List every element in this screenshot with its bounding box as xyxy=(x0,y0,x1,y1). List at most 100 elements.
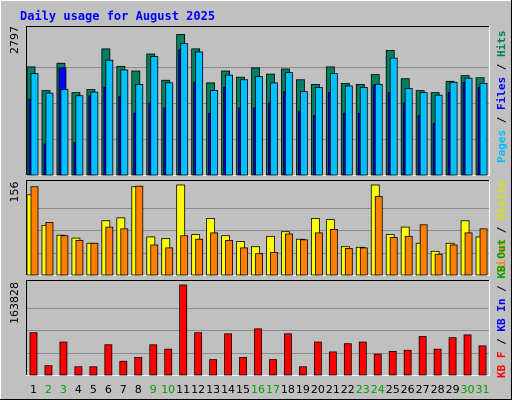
kbytes-bar xyxy=(388,350,397,376)
pages-bar xyxy=(359,87,368,176)
legend-sep: / xyxy=(495,57,508,77)
x-tick-label: 25 xyxy=(386,383,400,396)
sites-bar xyxy=(285,233,293,276)
legend-sep: / xyxy=(495,332,508,352)
kbytes-bar xyxy=(29,332,38,376)
x-tick-label: 31 xyxy=(476,383,490,396)
kbytes-bar xyxy=(358,341,367,376)
x-tick-label: 22 xyxy=(341,383,355,396)
kbytes-panel-legend: KB F / KB In / KB Out xyxy=(495,239,508,378)
kbytes-bar xyxy=(478,345,487,376)
sites-bar xyxy=(389,237,398,276)
x-tick-label: 4 xyxy=(75,383,82,396)
kbytes-bar xyxy=(239,357,247,376)
pages-bar xyxy=(255,76,263,176)
sites-bar xyxy=(419,224,428,276)
kbytes-bar xyxy=(313,341,322,376)
pages-bar xyxy=(105,59,114,176)
sites-bar xyxy=(225,239,233,276)
pages-bar xyxy=(449,81,458,176)
x-tick-label: 14 xyxy=(221,383,235,396)
kbytes-bar xyxy=(418,336,427,376)
x-tick-label: 28 xyxy=(431,383,445,396)
sites-bar xyxy=(404,235,413,276)
x-tick-label: 23 xyxy=(356,383,370,396)
sites-bar xyxy=(135,185,144,276)
sites-bar xyxy=(434,253,443,276)
x-tick-label: 3 xyxy=(60,383,67,396)
sites-bar xyxy=(255,253,263,276)
pages-bar xyxy=(75,95,84,176)
pages-bar xyxy=(479,82,488,176)
kbytes-bar xyxy=(343,343,352,376)
sites-bar xyxy=(60,235,69,276)
x-tick-label: 13 xyxy=(206,383,220,396)
sites-bar xyxy=(270,252,278,276)
pages-bar xyxy=(210,90,219,176)
kbytes-bar xyxy=(284,333,292,376)
x-tick-label: 15 xyxy=(236,383,250,396)
pages-bar xyxy=(150,56,159,176)
kbytes-bar xyxy=(448,337,457,376)
legend-kb-out: KB Out xyxy=(495,239,508,279)
legend-hits: Hits xyxy=(495,31,508,58)
x-tick-label: 18 xyxy=(281,383,295,396)
x-tick-label: 19 xyxy=(296,383,310,396)
sites-bar xyxy=(449,244,458,276)
pages-bar xyxy=(45,92,54,176)
kbytes-bar xyxy=(59,341,68,376)
pages-bar xyxy=(419,92,428,176)
pages-bar xyxy=(240,79,248,176)
x-tick-label: 21 xyxy=(326,383,340,396)
hits-ymax-label: 2797 xyxy=(8,26,21,54)
kbytes-bar xyxy=(164,348,173,376)
legend-sep: / xyxy=(495,279,508,299)
x-tick-label: 11 xyxy=(176,383,190,396)
pages-bar xyxy=(135,83,144,176)
kbytes-bar xyxy=(328,351,337,376)
chart-panels xyxy=(26,26,490,376)
sites-bar xyxy=(105,226,114,276)
sites-bar xyxy=(90,242,99,276)
kbytes-bar xyxy=(254,328,262,376)
kbytes-bar xyxy=(373,353,382,376)
x-tick-label: 16 xyxy=(251,383,265,396)
legend-files: Files xyxy=(495,77,508,110)
sites-bar xyxy=(210,232,219,276)
pages-bar xyxy=(404,88,413,176)
pages-bar xyxy=(195,51,204,176)
x-tick-label: 20 xyxy=(311,383,325,396)
pages-bar xyxy=(434,94,443,176)
pages-bar xyxy=(285,72,293,176)
kbytes-bar xyxy=(194,332,203,376)
kbytes-bar xyxy=(403,349,412,376)
pages-bar xyxy=(90,91,99,176)
x-tick-label: 2 xyxy=(45,383,52,396)
pages-bar xyxy=(225,74,233,176)
kbytes-bar xyxy=(89,366,98,376)
pages-bar xyxy=(120,69,129,176)
pages-bar xyxy=(329,73,338,176)
pages-bar xyxy=(374,83,383,176)
pages-bar xyxy=(344,85,353,176)
kbytes-bar xyxy=(149,344,158,376)
sites-bar xyxy=(359,247,368,276)
sites-bar xyxy=(479,228,488,276)
kbytes-bar xyxy=(74,366,83,376)
x-tick-label: 8 xyxy=(135,383,142,396)
kbytes-bar xyxy=(104,344,113,376)
pages-bar xyxy=(165,82,174,176)
sites-bar xyxy=(150,244,159,276)
sites-bar xyxy=(314,232,323,276)
sites-bar xyxy=(344,248,353,276)
hits-panel-legend: Pages / Files / Hits xyxy=(495,31,508,164)
sites-bar xyxy=(180,235,189,276)
x-axis-day-labels: 1 2 3 4 5 6 7 8 9 10 11 12 13 14 15 16 17 18 19 20 21 22 23 24 2… xyxy=(30,383,490,396)
visits-ymax-label: 156 xyxy=(8,182,21,203)
legend-pages: Pages xyxy=(495,130,508,163)
legend-sep: / xyxy=(495,110,508,130)
x-tick-label: 17 xyxy=(266,383,280,396)
sites-bar xyxy=(240,247,248,276)
pages-bar xyxy=(389,57,398,176)
legend-kb-f: KB F xyxy=(495,352,508,379)
